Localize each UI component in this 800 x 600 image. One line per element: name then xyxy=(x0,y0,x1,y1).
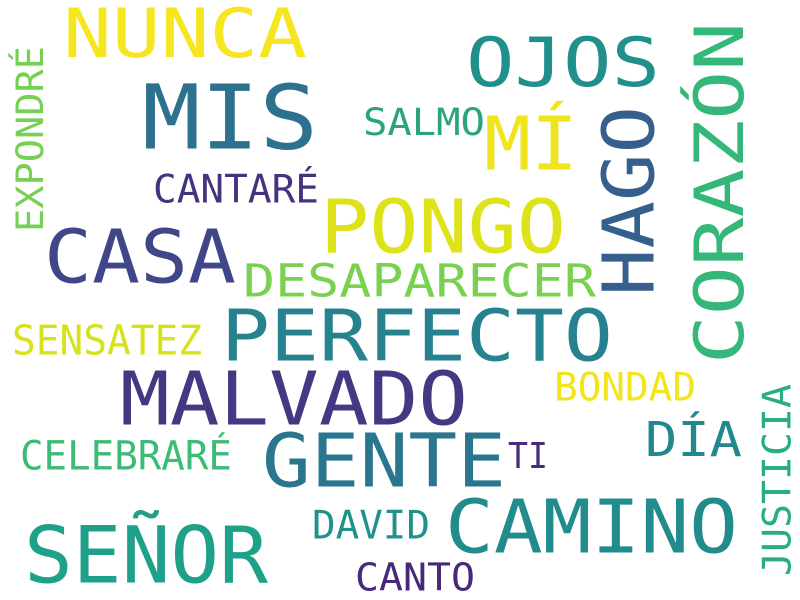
word-justicia: JUSTICIA xyxy=(755,383,800,576)
word-dia: DÍA xyxy=(645,413,742,469)
word-salmo: SALMO xyxy=(363,100,485,144)
word-bondad: BONDAD xyxy=(554,365,697,411)
word-gente: GENTE xyxy=(262,418,507,505)
word-senor: SEÑOR xyxy=(24,510,268,600)
word-pongo: PONGO xyxy=(320,184,567,271)
word-david: DAVID xyxy=(312,503,430,549)
word-perfecto: PERFECTO xyxy=(221,293,613,378)
word-cantare: CANTARÉ xyxy=(153,167,319,213)
word-corazon: CORAZÓN xyxy=(679,22,759,364)
word-ojos: OJOS xyxy=(466,22,660,102)
word-nunca: NUNCA xyxy=(63,0,307,73)
word-camino: CAMINO xyxy=(445,484,739,571)
word-canto: CANTO xyxy=(355,555,475,600)
word-hago: HAGO xyxy=(586,106,671,296)
word-mis: MIS xyxy=(142,66,319,171)
word-casa: CASA xyxy=(44,214,237,301)
word-malvado: MALVADO xyxy=(120,356,468,443)
word-sensatez: SENSATEZ xyxy=(12,316,202,365)
word-ti: TI xyxy=(508,435,549,477)
word-expondre: EXPONDRÉ xyxy=(8,46,52,232)
word-celebrare: CELEBRARÉ xyxy=(20,433,232,480)
word-desaparecer: DESAPARECER xyxy=(243,254,596,308)
word-mi: MÍ xyxy=(484,101,579,188)
